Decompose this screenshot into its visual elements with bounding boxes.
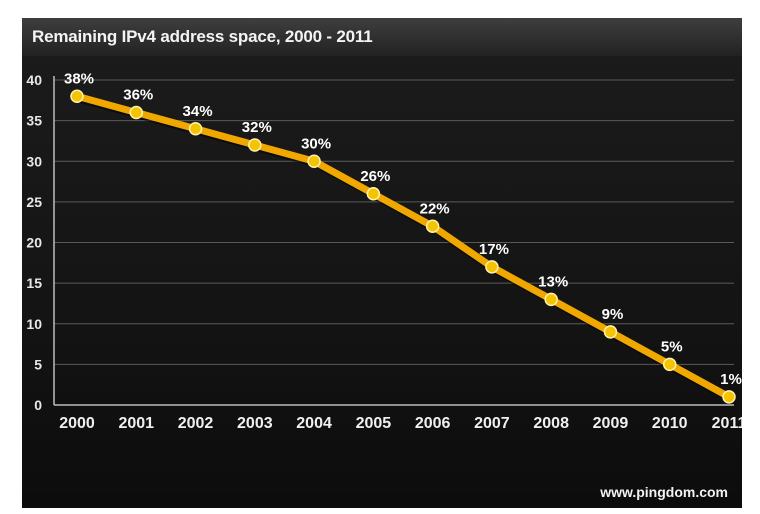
data-labels: 38% 36% 34% 32% 30% 26% 22% 17% 13% 9% 5% 1% <box>64 70 742 388</box>
data-label: 38% <box>64 70 94 87</box>
x-tick-label: 2011 <box>712 415 742 432</box>
y-tick-label: 30 <box>26 153 42 169</box>
x-tick-label: 2002 <box>178 415 214 432</box>
chart-title: Remaining IPv4 address space, 2000 - 201… <box>32 27 373 46</box>
x-tick-label: 2004 <box>296 415 332 432</box>
source-credit: www.pingdom.com <box>600 484 728 500</box>
data-label: 34% <box>183 103 213 120</box>
y-tick-label: 5 <box>34 356 42 372</box>
series-line <box>73 92 733 403</box>
data-point <box>425 219 440 233</box>
data-point <box>248 138 262 152</box>
data-point <box>366 187 381 201</box>
x-tick-label: 2010 <box>652 415 688 432</box>
data-point <box>544 292 558 307</box>
grid <box>53 76 734 406</box>
data-point <box>485 260 499 274</box>
data-point <box>129 105 144 120</box>
y-tick-label: 0 <box>34 397 42 413</box>
data-point <box>722 390 736 404</box>
y-tick-label: 15 <box>26 275 42 291</box>
chart-frame: Remaining IPv4 address space, 2000 - 201… <box>22 18 742 508</box>
x-tick-label: 2008 <box>533 415 569 432</box>
y-axis: 0 5 10 15 20 25 30 35 40 <box>26 72 42 413</box>
x-tick-label: 2009 <box>593 415 629 432</box>
x-tick-label: 2000 <box>59 415 95 432</box>
data-point <box>307 154 321 168</box>
data-point <box>188 122 203 136</box>
x-tick-label: 2006 <box>415 415 451 432</box>
data-point <box>662 357 677 372</box>
y-tick-label: 40 <box>26 72 42 88</box>
data-label: 36% <box>123 87 153 104</box>
data-label: 26% <box>360 168 390 185</box>
data-point <box>603 325 618 339</box>
data-label: 1% <box>720 371 742 388</box>
data-points <box>70 89 736 404</box>
data-label: 22% <box>420 200 450 217</box>
data-label: 32% <box>242 119 272 136</box>
x-axis: 2000 2001 2002 2003 2004 2005 2006 2007 2008 2009… <box>59 415 742 432</box>
series-line-shadow <box>77 94 733 403</box>
data-label: 13% <box>538 273 568 290</box>
y-tick-label: 35 <box>26 113 42 129</box>
x-tick-label: 2003 <box>237 415 273 432</box>
x-tick-label: 2001 <box>118 415 154 432</box>
y-tick-label: 20 <box>26 235 42 251</box>
data-label: 9% <box>602 306 624 323</box>
x-tick-label: 2005 <box>356 415 392 432</box>
data-label: 17% <box>479 241 509 258</box>
data-label: 30% <box>301 135 331 152</box>
x-tick-label: 2007 <box>474 415 510 432</box>
y-tick-label: 10 <box>26 316 42 332</box>
data-label: 5% <box>661 338 683 355</box>
data-point <box>70 89 84 103</box>
title-bar <box>22 18 742 56</box>
series-line-path <box>73 92 733 401</box>
y-tick-label: 25 <box>26 194 42 210</box>
